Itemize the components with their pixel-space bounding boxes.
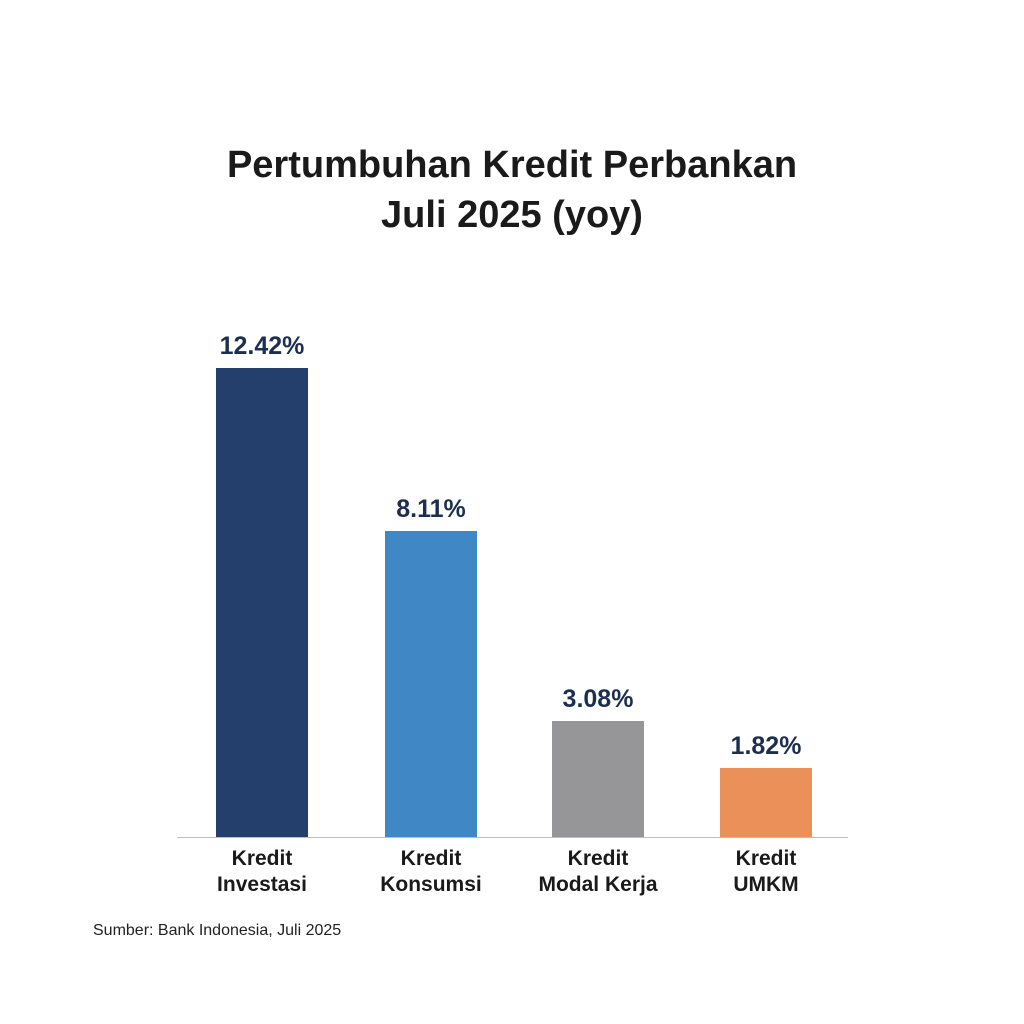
bar bbox=[216, 368, 308, 837]
x-tick-label: Kredit UMKM bbox=[733, 847, 799, 896]
x-axis-line bbox=[177, 837, 848, 838]
x-tick-label: Kredit Modal Kerja bbox=[538, 847, 658, 896]
bar bbox=[552, 720, 644, 837]
bar bbox=[720, 768, 812, 837]
value-label: 1.82% bbox=[730, 732, 802, 761]
chart-title: Pertumbuhan Kredit Perbankan Juli 2025 (… bbox=[226, 144, 798, 236]
value-label: 12.42% bbox=[219, 332, 305, 360]
bar bbox=[385, 530, 477, 837]
source-note: Sumber: Bank Indonesia, Juli 2025 bbox=[93, 922, 342, 939]
value-label: 8.11% bbox=[396, 494, 466, 523]
value-label: 3.08% bbox=[562, 684, 634, 713]
x-tick-label: Kredit Konsumsi bbox=[380, 847, 482, 896]
x-tick-label: Kredit Investasi bbox=[217, 847, 307, 896]
